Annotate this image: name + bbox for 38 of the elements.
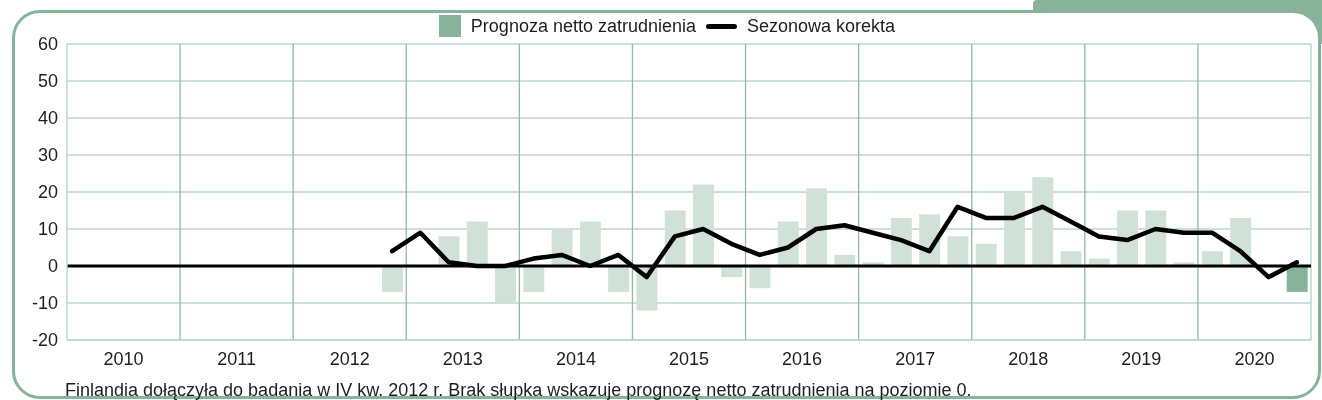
y-tick-label: 0 <box>47 256 58 277</box>
bar <box>947 236 969 266</box>
x-tick-label: 2013 <box>442 348 483 369</box>
bar <box>1286 266 1308 292</box>
legend-label: Prognoza netto zatrudnienia <box>470 15 697 37</box>
bar <box>495 266 517 303</box>
bar <box>975 243 997 266</box>
bar <box>1201 251 1223 266</box>
x-tick-label: 2017 <box>895 348 936 369</box>
y-tick-label: -10 <box>31 293 58 314</box>
legend-label: Sezonowa korekta <box>747 15 896 37</box>
bar <box>693 184 714 266</box>
y-tick-label: 60 <box>37 34 58 55</box>
x-tick-label: 2020 <box>1234 348 1275 369</box>
x-tick-label: 2011 <box>217 348 256 369</box>
y-tick-label: 40 <box>37 108 58 129</box>
y-tick-label: 10 <box>37 219 58 240</box>
bar <box>466 221 488 266</box>
x-tick-label: 2019 <box>1121 348 1162 369</box>
x-tick-label: 2012 <box>329 348 370 369</box>
text: Finlandia dołączyła do badania w IV kw. 2012 r. Brak słupka wskazuje prognozę netto zatrudnienia na poziomie 0. <box>65 380 972 400</box>
bar <box>1060 251 1082 266</box>
bar <box>608 266 630 292</box>
y-tick-label: -20 <box>31 330 58 351</box>
bar <box>523 266 545 292</box>
x-tick-label: 2010 <box>103 348 144 369</box>
x-tick-label: 2018 <box>1008 348 1049 369</box>
y-tick-label: 50 <box>37 71 58 92</box>
y-tick-label: 20 <box>37 182 58 203</box>
bar <box>382 266 403 292</box>
bar <box>834 254 856 266</box>
bar <box>1004 192 1025 266</box>
x-tick-label: 2016 <box>782 348 823 369</box>
bar <box>1032 177 1054 266</box>
x-tick-label: 2015 <box>668 348 710 369</box>
x-tick-label: 2014 <box>555 348 596 369</box>
bar <box>806 188 828 266</box>
y-tick-label: 30 <box>37 145 58 166</box>
